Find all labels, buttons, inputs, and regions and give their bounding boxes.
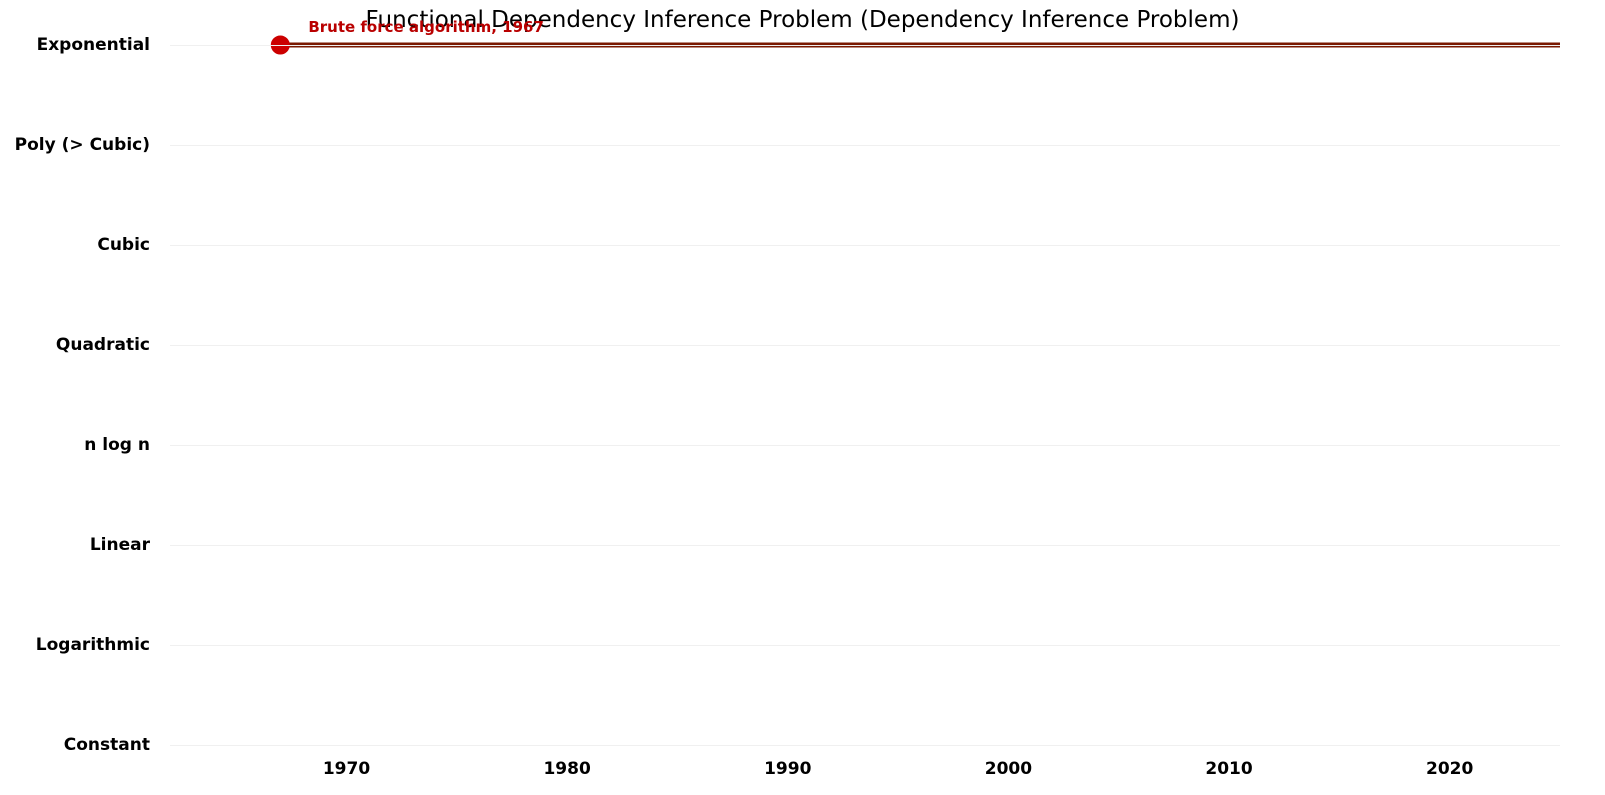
gridline-horizontal: [170, 345, 1560, 346]
chart-container: Functional Dependency Inference Problem …: [0, 0, 1605, 795]
gridline-horizontal: [170, 445, 1560, 446]
y-tick-label: Exponential: [37, 35, 150, 55]
x-tick-label: 2020: [1426, 759, 1473, 779]
x-tick-label: 1970: [323, 759, 370, 779]
x-tick-label: 2000: [985, 759, 1032, 779]
x-tick-label: 1980: [543, 759, 590, 779]
y-tick-label: Constant: [64, 735, 150, 755]
x-tick-label: 2010: [1205, 759, 1252, 779]
gridline-horizontal: [170, 745, 1560, 746]
y-tick-label: Poly (> Cubic): [15, 135, 150, 155]
gridline-horizontal: [170, 145, 1560, 146]
gridline-horizontal: [170, 245, 1560, 246]
gridline-horizontal: [170, 45, 1560, 46]
y-tick-label: Quadratic: [56, 335, 150, 355]
x-tick-label: 1990: [764, 759, 811, 779]
data-point-label: Brute force algorithm, 1967: [308, 18, 544, 36]
y-tick-label: Linear: [90, 535, 150, 555]
gridline-horizontal: [170, 545, 1560, 546]
y-tick-label: n log n: [84, 435, 150, 455]
plot-svg: [0, 0, 1605, 795]
y-tick-label: Cubic: [97, 235, 150, 255]
gridline-horizontal: [170, 645, 1560, 646]
y-tick-label: Logarithmic: [36, 635, 150, 655]
